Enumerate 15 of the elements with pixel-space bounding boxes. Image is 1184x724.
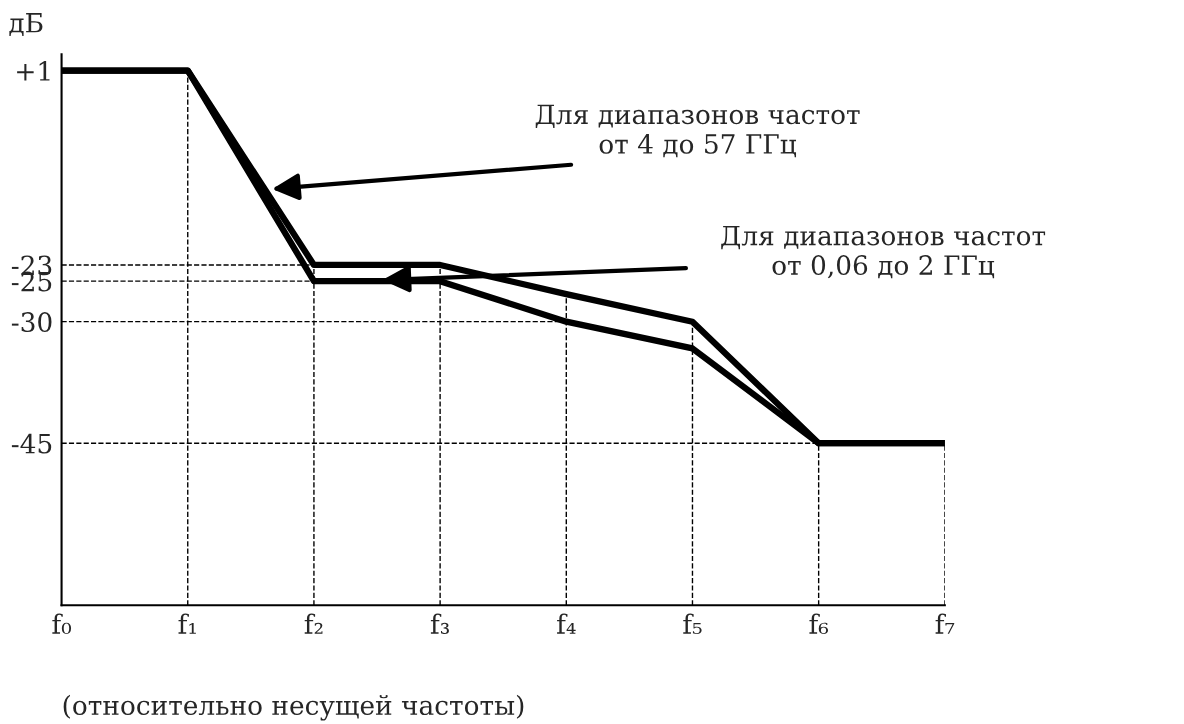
x-tick-label: f₃ [430, 613, 449, 634]
x-tick-label: f₆ [809, 613, 829, 634]
x-axis-title: (относительно несущей частоты) [63, 694, 524, 721]
y-axis-title: дБ [9, 13, 43, 36]
x-tick-label: f₅ [683, 613, 702, 634]
x-tick-label: f₀ [52, 613, 72, 634]
annotation: Для диапазонов частот от 0,06 до 2 ГГц [721, 225, 1046, 279]
y-tick-label: -45 [11, 433, 52, 454]
x-tick-label: f₂ [304, 613, 323, 634]
y-tick-label: +1 [17, 60, 50, 81]
x-tick-label: f₇ [935, 613, 955, 634]
x-tick-label: f₁ [178, 613, 196, 634]
y-tick-label: -30 [11, 312, 52, 333]
x-tick-label: f₄ [557, 613, 576, 634]
annotation: Для диапазонов частот от 4 до 57 ГГц [535, 104, 860, 158]
